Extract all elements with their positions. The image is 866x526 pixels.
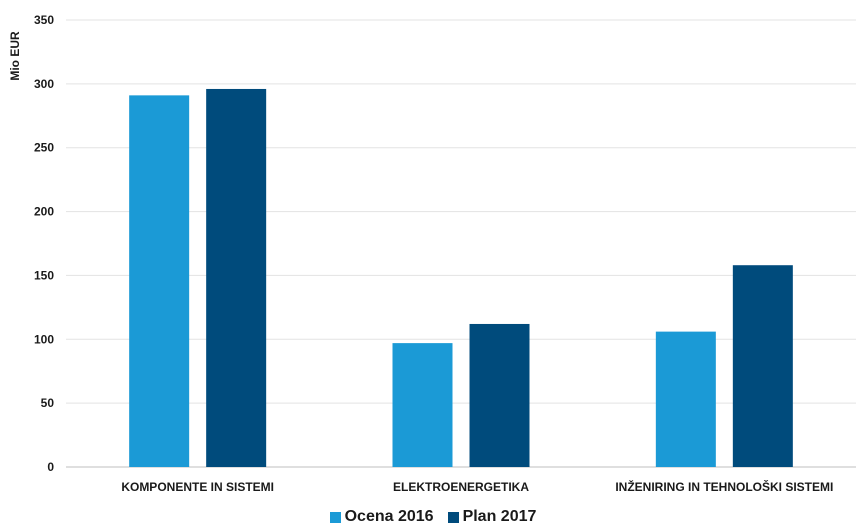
y-tick-label: 0 [47, 460, 54, 474]
legend-swatch-ocena-2016 [329, 511, 341, 523]
category-label: INŽENIRING IN TEHNOLOŠKI SISTEMI [615, 479, 833, 494]
bar [469, 323, 530, 467]
bars [129, 88, 793, 468]
grid-lines [66, 19, 856, 468]
y-tick-labels: 0 50 100 150 200 250 300 350 [34, 13, 54, 474]
category-labels: KOMPONENTE IN SISTEMI ELEKTROENERGETIKA IN… [121, 479, 833, 494]
bar [655, 331, 716, 467]
category-label: KOMPONENTE IN SISTEMI [121, 480, 274, 494]
y-tick-label: 50 [41, 396, 55, 410]
bar [129, 95, 190, 467]
legend-item-plan-2017: Plan 2017 [447, 508, 537, 526]
bar [392, 343, 453, 467]
category-label: ELEKTROENERGETIKA [393, 480, 529, 494]
bar [732, 265, 793, 467]
y-tick-label: 300 [34, 77, 54, 91]
y-tick-label: 200 [34, 205, 54, 219]
bar [206, 88, 267, 468]
y-tick-label: 250 [34, 141, 54, 155]
y-tick-label: 350 [34, 13, 54, 27]
legend-item-ocena-2016: Ocena 2016 [329, 508, 434, 526]
y-axis-label: Mio EUR [8, 31, 22, 81]
legend: Ocena 2016 Plan 2017 [0, 508, 866, 526]
y-tick-label: 100 [34, 332, 54, 346]
legend-swatch-plan-2017 [447, 511, 459, 523]
y-tick-label: 150 [34, 268, 54, 282]
legend-label-ocena-2016: Ocena 2016 [344, 508, 434, 525]
legend-label-plan-2017: Plan 2017 [462, 508, 537, 525]
